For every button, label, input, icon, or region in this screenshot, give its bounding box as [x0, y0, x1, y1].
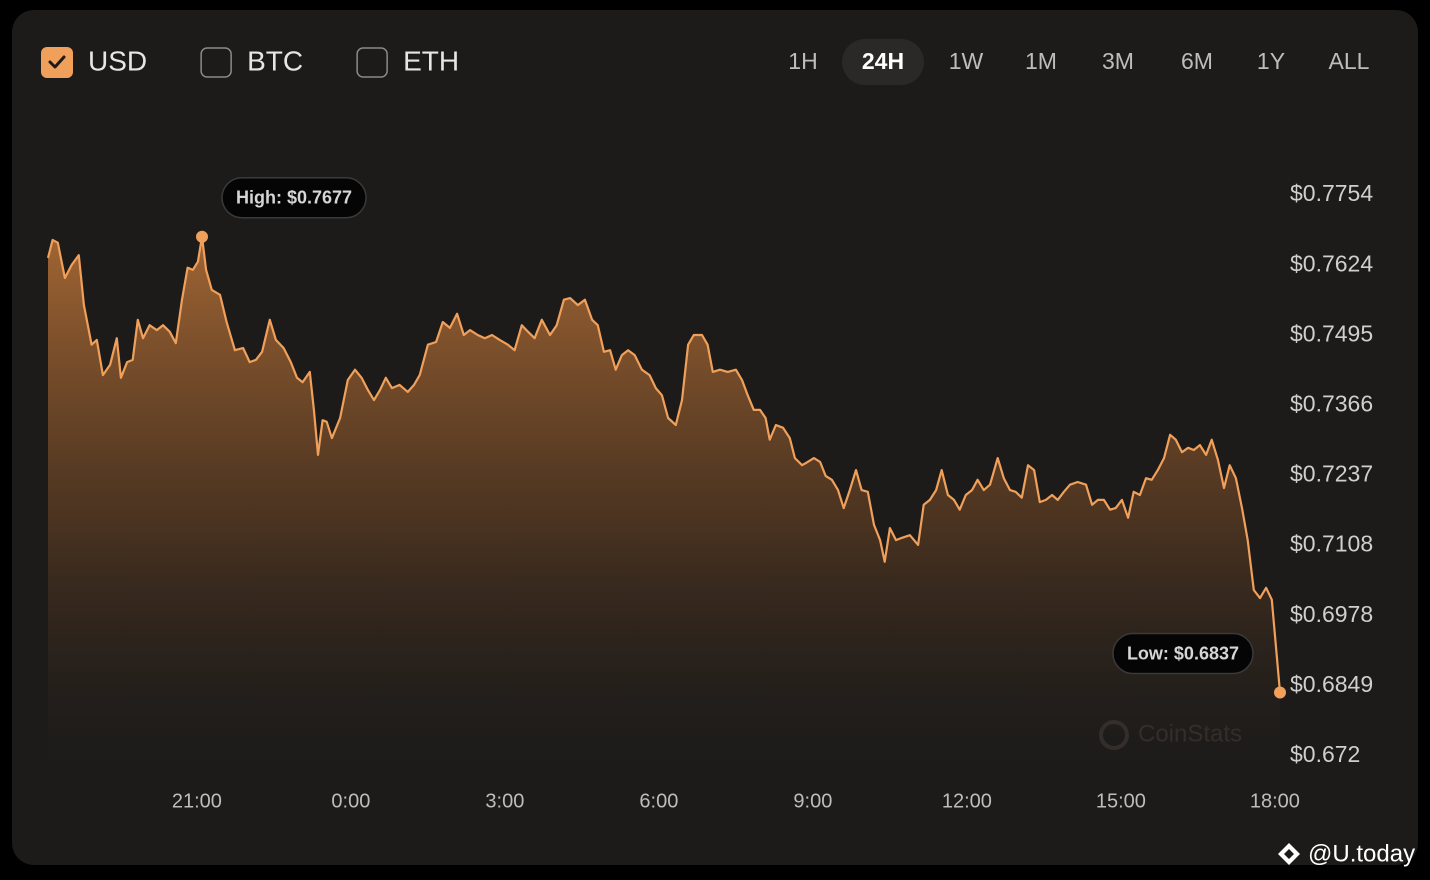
y-tick-label: $0.7366	[1290, 391, 1373, 417]
x-tick-label: 3:00	[485, 790, 524, 812]
annotation-box	[221, 177, 367, 219]
range-label: 6M	[1181, 48, 1213, 74]
checkbox	[356, 47, 388, 78]
range-label: 1H	[788, 48, 817, 74]
currency-toggle[interactable]: ETH	[356, 45, 459, 78]
y-tick-label: $0.7237	[1290, 461, 1373, 487]
area-fill	[48, 236, 1280, 773]
credit: @U.today	[1308, 840, 1415, 867]
checkbox-checked	[41, 47, 73, 78]
currency-label: USD	[88, 45, 147, 76]
annotation-text: High: $0.7677	[236, 188, 352, 208]
x-tick-label: 9:00	[793, 790, 832, 812]
x-tick-label: 12:00	[942, 790, 992, 812]
range-button[interactable]: 1Y	[1257, 48, 1285, 74]
range-button[interactable]: 24H	[842, 39, 924, 85]
y-tick-label: $0.6978	[1290, 601, 1373, 627]
extreme-dot	[196, 230, 208, 243]
y-tick-label: $0.7108	[1290, 531, 1373, 557]
range-button[interactable]: ALL	[1329, 48, 1370, 74]
currency-label: ETH	[403, 45, 459, 76]
x-tick-label: 21:00	[172, 790, 222, 812]
extreme-dot	[1274, 686, 1286, 699]
range-button[interactable]: 1W	[949, 48, 984, 74]
annotation: High: $0.7677	[221, 177, 367, 219]
y-tick-label: $0.7495	[1290, 321, 1373, 347]
range-active-bg	[842, 39, 924, 85]
y-tick-label: $0.7754	[1290, 180, 1373, 206]
range-label: 24H	[862, 48, 904, 74]
range-label: 1Y	[1257, 48, 1285, 74]
range-button[interactable]: 1M	[1025, 48, 1057, 74]
x-tick-label: 0:00	[331, 790, 370, 812]
currency-toggle[interactable]: USD	[41, 45, 147, 78]
range-button[interactable]: 6M	[1181, 48, 1213, 74]
range-button[interactable]: 1H	[788, 48, 817, 74]
price-line	[46, 235, 1282, 693]
x-tick-label: 15:00	[1096, 790, 1146, 812]
range-label: 1M	[1025, 48, 1057, 74]
currency-label: BTC	[247, 45, 303, 76]
annotation-box	[1112, 632, 1254, 675]
y-tick-label: $0.6849	[1290, 671, 1373, 697]
range-button[interactable]: 3M	[1102, 48, 1134, 74]
credit-icon	[1278, 843, 1300, 865]
range-label: 3M	[1102, 48, 1134, 74]
x-tick-label: 18:00	[1250, 790, 1300, 812]
checkbox	[200, 47, 232, 78]
x-tick-label: 6:00	[639, 790, 678, 812]
annotation-text: Low: $0.6837	[1127, 643, 1239, 663]
annotation: Low: $0.6837	[1112, 632, 1254, 675]
range-label: 1W	[949, 48, 984, 74]
y-tick-label: $0.7624	[1290, 251, 1373, 277]
currency-toggle[interactable]: BTC	[200, 45, 303, 78]
range-label: ALL	[1329, 48, 1370, 74]
check-mark	[48, 55, 66, 69]
y-tick-label: $0.672	[1290, 741, 1360, 767]
